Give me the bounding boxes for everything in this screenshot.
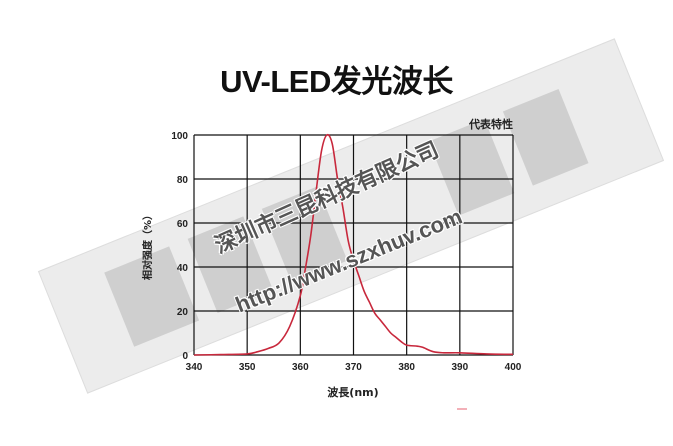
y-tick-label: 20 [177, 307, 189, 318]
page-title: UV-LED发光波长 [220, 64, 453, 99]
y-tick-label: 60 [177, 219, 189, 230]
series-line [193, 133, 514, 356]
x-tick-label: 400 [505, 362, 522, 373]
x-tick-label: 360 [292, 362, 309, 373]
y-axis-label: 相对强度（%） [141, 210, 154, 280]
decorative-mark [457, 408, 467, 410]
y-tick-label: 40 [177, 263, 189, 274]
x-axis-label: 波長(nm) [327, 385, 378, 399]
x-tick-label: 350 [239, 362, 256, 373]
x-tick-label: 370 [345, 362, 362, 373]
x-tick-label: 380 [398, 362, 415, 373]
annotation: 代表特性 [468, 117, 513, 131]
y-tick-label: 80 [177, 175, 189, 186]
x-tick-label: 340 [186, 362, 203, 373]
y-tick-label: 0 [182, 351, 188, 362]
x-tick-label: 390 [451, 362, 468, 373]
y-tick-label: 100 [171, 131, 188, 142]
